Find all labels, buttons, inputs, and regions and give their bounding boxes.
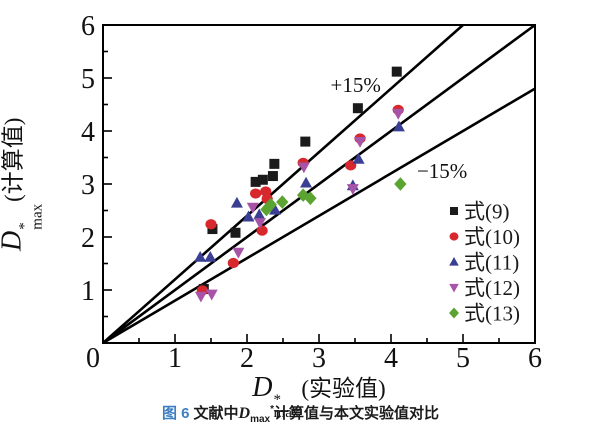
data-point-triangle-down	[354, 137, 367, 148]
data-point-diamond	[276, 195, 289, 209]
data-point-triangle-down	[194, 291, 207, 303]
y-tick-label: 2	[81, 223, 95, 254]
data-point-triangle-down	[253, 218, 266, 229]
plus-15-line	[102, 24, 464, 344]
one-to-one-line	[102, 23, 536, 345]
y-tick-label: 5	[81, 64, 95, 95]
data-point-triangle-up	[230, 196, 243, 208]
legend-label: 式(11)	[464, 251, 519, 275]
data-point-square	[269, 158, 280, 169]
x-tick-label: 6	[528, 343, 542, 374]
data-point-square	[230, 227, 241, 238]
x-axis-var: D	[252, 372, 273, 403]
data-point-diamond	[304, 191, 317, 206]
y-axis-supsub: * max	[17, 203, 46, 230]
x-axis-paren: (实验值)	[301, 376, 386, 401]
data-point-diamond	[394, 177, 407, 191]
legend-marker-triangle-down	[449, 283, 459, 293]
y-axis-label-text: D*max(计算值)	[0, 117, 46, 250]
caption-pre: 文献中	[193, 405, 239, 422]
data-point-triangle-down	[232, 247, 245, 259]
data-point-square	[267, 171, 278, 182]
data-point-square	[391, 66, 402, 77]
data-point-triangle-down	[297, 162, 310, 174]
legend-label: 式(9)	[464, 200, 510, 224]
legend-marker-square	[450, 207, 458, 215]
data-point-circle	[227, 257, 239, 269]
caption-var-sup: *	[270, 404, 274, 415]
caption-fig-label: 图 6	[161, 405, 190, 422]
x-tick-label: 1	[168, 343, 182, 374]
legend-label: 式(13)	[464, 302, 520, 326]
x-axis-sub: max	[273, 404, 300, 421]
x-axis-sup: *	[273, 392, 282, 408]
line-label: −15%	[417, 159, 467, 183]
x-tick-label: 3	[312, 343, 326, 374]
data-point-triangle-down	[246, 202, 259, 214]
origin-tick-label: 0	[86, 343, 100, 374]
data-point-triangle-up	[300, 176, 313, 188]
data-point-triangle-up	[392, 120, 405, 132]
caption-post: 计算值与本文实验值对比	[274, 405, 440, 422]
y-tick-label: 3	[81, 170, 95, 201]
x-tick-label: 4	[384, 343, 398, 374]
y-axis-paren: (计算值)	[0, 117, 26, 202]
x-axis-label: D * max (实验值)	[103, 369, 535, 421]
data-point-square	[300, 136, 311, 147]
data-point-triangle-down	[205, 289, 218, 301]
legend-marker-circle	[449, 232, 459, 241]
data-point-triangle-up	[204, 250, 217, 262]
y-tick-label: 1	[81, 276, 95, 307]
data-point-triangle-up	[253, 208, 266, 220]
x-tick-label: 5	[456, 343, 470, 374]
legend-label: 式(12)	[464, 276, 520, 300]
data-point-triangle-up	[242, 210, 255, 222]
figure-caption: 图 6 文献中Dmax*计算值与本文实验值对比	[0, 402, 601, 425]
data-point-circle	[250, 188, 262, 199]
caption-var: D	[238, 405, 251, 422]
y-axis-label: D*max(计算值)	[0, 25, 46, 343]
y-axis-var: D	[0, 230, 28, 250]
data-point-diamond	[264, 197, 277, 212]
line-label: +15%	[331, 73, 381, 97]
data-point-square	[250, 176, 261, 187]
data-point-triangle-down	[392, 108, 405, 120]
data-point-triangle-up	[194, 250, 207, 262]
data-point-triangle-up	[352, 152, 365, 164]
x-axis-supsub: * max	[273, 392, 300, 421]
data-point-triangle-up	[269, 203, 282, 215]
y-axis-sub: max	[29, 203, 46, 230]
minus-15-line	[102, 87, 536, 345]
data-point-circle	[256, 225, 268, 236]
legend-label: 式(10)	[464, 225, 520, 249]
legend-marker-triangle-up	[449, 257, 459, 266]
data-point-square	[257, 174, 268, 185]
y-tick-label: 4	[81, 117, 95, 148]
legend-marker-diamond	[449, 307, 459, 319]
data-point-circle	[205, 219, 217, 230]
x-tick-label: 2	[240, 343, 254, 374]
caption-var-sub: max	[250, 414, 271, 425]
data-point-square	[352, 103, 363, 114]
y-tick-label: 6	[81, 11, 95, 42]
data-point-triangle-down	[346, 184, 359, 195]
